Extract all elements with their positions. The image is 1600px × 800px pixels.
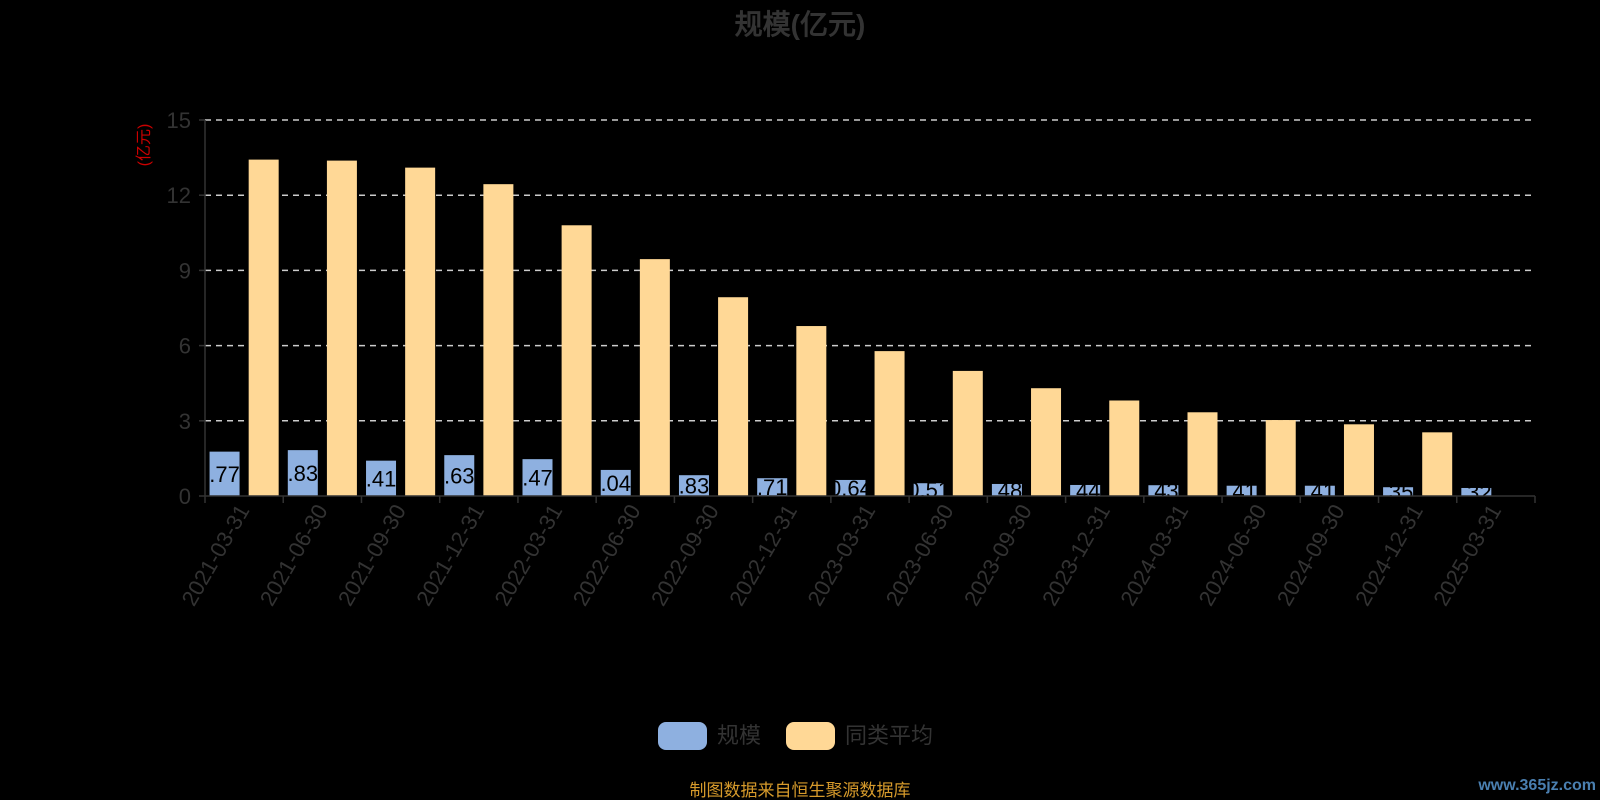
x-tick-label: 2023-12-31 xyxy=(1037,500,1115,610)
legend-label: 规模 xyxy=(717,723,761,748)
data-label: 0.51 xyxy=(907,478,950,503)
bar-scale xyxy=(366,460,397,496)
y-tick-label: 9 xyxy=(179,258,191,283)
data-label: .63 xyxy=(444,464,475,489)
bar-category-average xyxy=(1109,400,1140,496)
bar-category-average xyxy=(952,370,983,496)
x-tick-label: 2021-12-31 xyxy=(411,500,489,610)
bar-scale xyxy=(1461,487,1492,496)
bar-category-average xyxy=(1031,388,1062,496)
bar-category-average xyxy=(718,297,749,496)
bar-category-average xyxy=(483,184,514,497)
bar-category-average xyxy=(796,326,827,496)
data-label: .83 xyxy=(679,474,710,499)
bar-category-average xyxy=(1187,412,1218,496)
data-label: .41 xyxy=(366,466,397,491)
x-tick-label: 2021-06-30 xyxy=(255,500,333,610)
x-tick-label: 2021-09-30 xyxy=(333,500,411,610)
data-labels: .77.83.41.63.47.04.83.71 0.64 0.51.48.44.4… xyxy=(209,461,1491,505)
legend-swatch xyxy=(658,722,707,750)
gridlines xyxy=(205,119,1535,422)
bar-category-average xyxy=(1343,424,1374,496)
bar-scale xyxy=(600,469,631,496)
bar-scale xyxy=(1383,487,1414,496)
data-label: .48 xyxy=(992,478,1023,503)
y-tick-label: 12 xyxy=(167,183,191,208)
bar-category-average xyxy=(405,167,436,497)
x-tick-label: 2024-12-31 xyxy=(1350,500,1428,610)
bar-category-average xyxy=(1265,420,1296,496)
data-label: .47 xyxy=(522,466,553,491)
legend-swatch xyxy=(786,722,835,750)
y-tick-label: 6 xyxy=(179,334,191,359)
x-axis: 2021-03-31 2021-06-30 2021-09-30 2021-12-31… xyxy=(177,120,1536,610)
x-tick-label: 2023-03-31 xyxy=(802,500,880,610)
bar-scale xyxy=(1304,485,1335,496)
data-label: .41 xyxy=(1226,479,1257,504)
bar-category-average xyxy=(248,159,279,496)
data-label: .43 xyxy=(1148,479,1179,504)
data-label: .35 xyxy=(1383,480,1414,505)
y-axis-unit: (亿元) xyxy=(135,124,153,167)
bar-scale xyxy=(835,479,866,496)
x-tick-label: 2022-03-31 xyxy=(489,500,567,610)
watermark: www.365jz.com xyxy=(1477,777,1596,794)
x-tick-label: 2022-06-30 xyxy=(568,500,646,610)
bar-category-average xyxy=(639,259,670,496)
y-tick-label: 0 xyxy=(179,484,191,509)
data-label: 0.64 xyxy=(829,476,872,501)
bar-scale xyxy=(444,455,475,496)
x-tick-label: 2022-09-30 xyxy=(646,500,724,610)
y-axis-ticks: 0 3 6 9 12 15 xyxy=(167,108,205,509)
data-label: .83 xyxy=(287,461,318,486)
bar-scale xyxy=(678,475,709,496)
bar-scale xyxy=(287,450,318,496)
x-tick-label: 2024-09-30 xyxy=(1272,500,1350,610)
x-tick-label: 2022-12-31 xyxy=(724,500,802,610)
data-label: .41 xyxy=(1305,479,1336,504)
bar-scale xyxy=(1070,484,1101,496)
source-note: 制图数据来自恒生聚源数据库 xyxy=(690,781,911,800)
bar-scale xyxy=(209,451,240,496)
data-label: .04 xyxy=(600,471,631,496)
data-label: .44 xyxy=(1070,478,1101,503)
bar-category-average xyxy=(1422,432,1453,496)
chart-title: 规模(亿元) xyxy=(735,9,866,40)
bar-scale xyxy=(1148,485,1179,496)
bar-category-average xyxy=(874,351,905,496)
legend-label: 同类平均 xyxy=(845,723,933,748)
x-tick-label: 2024-03-31 xyxy=(1115,500,1193,610)
data-label: .77 xyxy=(209,462,240,487)
x-tick-label: 2025-03-31 xyxy=(1428,500,1506,610)
x-tick-label: 2021-03-31 xyxy=(177,500,255,610)
y-tick-label: 3 xyxy=(179,409,191,434)
x-tick-label: 2023-09-30 xyxy=(959,500,1037,610)
bar-scale xyxy=(913,483,944,496)
data-label: .32 xyxy=(1461,480,1492,505)
bars xyxy=(209,159,1492,497)
bar-scale xyxy=(991,483,1022,496)
bar-scale xyxy=(1226,485,1257,496)
legend: 规模 同类平均 xyxy=(658,722,933,750)
bar-category-average xyxy=(326,160,357,496)
y-tick-label: 15 xyxy=(167,108,191,133)
x-tick-label: 2024-06-30 xyxy=(1194,500,1272,610)
bar-scale xyxy=(757,478,788,496)
bar-category-average xyxy=(561,225,592,496)
bar-scale xyxy=(522,459,553,496)
x-tick-label: 2023-06-30 xyxy=(881,500,959,610)
